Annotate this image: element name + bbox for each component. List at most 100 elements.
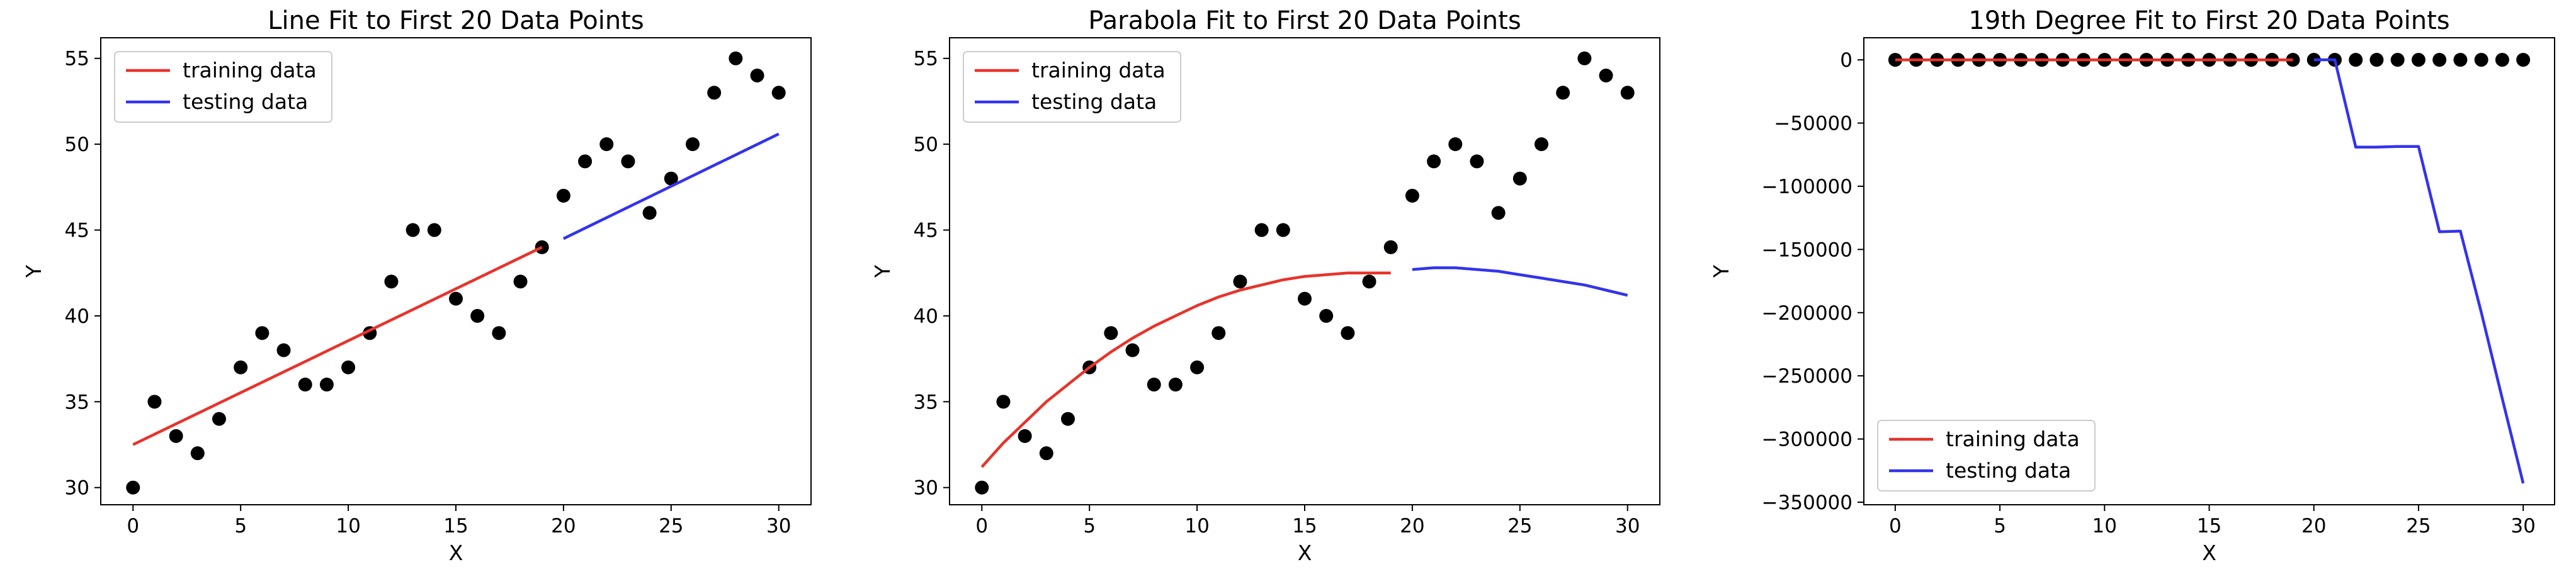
- data-point: [190, 446, 205, 461]
- x-tick-label: 15: [2197, 515, 2221, 537]
- data-point: [1556, 86, 1570, 100]
- x-tick-label: 0: [975, 515, 988, 537]
- y-tick-label: 35: [914, 391, 938, 413]
- y-tick-label: 30: [65, 477, 89, 500]
- data-point: [975, 480, 989, 495]
- data-point: [513, 274, 528, 289]
- data-point: [1233, 274, 1247, 289]
- y-tick-label: −50000: [1774, 113, 1853, 135]
- y-tick-label: 50: [914, 133, 938, 156]
- y-tick-label: −300000: [1762, 429, 1853, 451]
- x-tick-label: 0: [1889, 515, 1902, 537]
- y-tick-label: 40: [914, 305, 938, 328]
- data-point: [1512, 171, 1527, 186]
- plot-area: [126, 51, 786, 495]
- chart-title: 19th Degree Fit to First 20 Data Points: [1968, 6, 2449, 35]
- x-tick-label: 0: [127, 515, 139, 537]
- data-point: [1039, 446, 1053, 461]
- data-point: [535, 240, 549, 254]
- data-point: [1535, 137, 1548, 152]
- data-point: [449, 291, 463, 306]
- y-tick-label: 35: [65, 391, 89, 413]
- data-point: [1341, 326, 1355, 340]
- data-point: [2411, 53, 2426, 67]
- data-point: [169, 429, 183, 443]
- x-tick-label: 20: [1400, 515, 1424, 537]
- data-point: [729, 51, 743, 65]
- data-point: [406, 223, 420, 237]
- x-tick-label: 30: [1615, 515, 1640, 537]
- data-point: [1018, 429, 1032, 443]
- data-point: [1427, 154, 1441, 169]
- y-tick-label: 45: [65, 220, 89, 242]
- data-point: [2369, 53, 2384, 67]
- data-point: [126, 480, 140, 495]
- x-axis-label: X: [2202, 541, 2216, 565]
- legend-testing-label: testing data: [1946, 458, 2071, 483]
- data-point: [707, 86, 722, 100]
- y-tick-label: 0: [1840, 49, 1853, 72]
- chart-3: 19th Degree Fit to First 20 Data Points 0…: [1709, 6, 2555, 565]
- data-point: [1405, 188, 1419, 203]
- x-tick-label: 25: [659, 515, 683, 537]
- data-point: [2495, 53, 2509, 67]
- data-point: [384, 274, 399, 289]
- x-tick-label: 5: [234, 515, 247, 537]
- data-point: [556, 188, 570, 203]
- y-axis-label: Y: [21, 264, 46, 278]
- y-tick-label: 40: [65, 305, 89, 328]
- legend-testing-label: testing data: [1031, 89, 1157, 114]
- data-point: [1599, 69, 1613, 83]
- data-point: [2432, 53, 2447, 67]
- data-point: [2474, 53, 2488, 67]
- x-axis-label: X: [1298, 541, 1312, 565]
- x-tick-label: 10: [1184, 515, 1209, 537]
- data-point: [771, 86, 786, 100]
- y-tick-label: 30: [914, 477, 938, 500]
- testing-data-line: [562, 132, 780, 240]
- data-point: [2453, 53, 2468, 67]
- x-tick-label: 10: [2092, 515, 2117, 537]
- training-data-line: [132, 245, 543, 446]
- data-point: [1276, 223, 1290, 237]
- data-point: [1383, 240, 1398, 254]
- y-tick-label: 55: [65, 48, 89, 70]
- data-point: [1888, 53, 1902, 67]
- data-point: [664, 171, 678, 186]
- data-point: [147, 395, 162, 409]
- data-point: [470, 308, 485, 323]
- data-point: [276, 343, 291, 357]
- legend-training-label: training data: [1031, 58, 1166, 82]
- data-point: [1470, 154, 1484, 169]
- data-point: [1362, 274, 1376, 289]
- x-tick-label: 20: [2301, 515, 2326, 537]
- data-point: [427, 223, 441, 237]
- x-tick-label: 10: [336, 515, 360, 537]
- x-tick-label: 5: [1083, 515, 1096, 537]
- legend: training data testing data: [114, 51, 332, 123]
- data-point: [621, 154, 635, 169]
- chart-title: Line Fit to First 20 Data Points: [268, 6, 644, 35]
- legend: training data testing data: [963, 51, 1181, 123]
- x-tick-label: 25: [2406, 515, 2431, 537]
- data-point: [2516, 53, 2531, 67]
- data-point: [1190, 360, 1205, 374]
- data-point: [1254, 223, 1269, 237]
- data-point: [1061, 412, 1075, 426]
- data-point: [298, 378, 312, 392]
- data-point: [1147, 378, 1161, 392]
- data-point: [1298, 291, 1312, 306]
- data-point: [2349, 53, 2363, 67]
- y-tick-label: 45: [914, 220, 938, 242]
- x-tick-label: 15: [1292, 515, 1317, 537]
- y-tick-label: 50: [65, 133, 89, 156]
- data-point: [686, 137, 700, 152]
- data-point: [234, 360, 248, 374]
- training-data-line: [980, 271, 1391, 468]
- testing-data-line: [1412, 266, 1628, 297]
- y-tick-label: −150000: [1762, 239, 1853, 261]
- data-point: [1211, 326, 1226, 340]
- y-tick-label: −250000: [1762, 365, 1853, 388]
- data-point: [212, 412, 226, 426]
